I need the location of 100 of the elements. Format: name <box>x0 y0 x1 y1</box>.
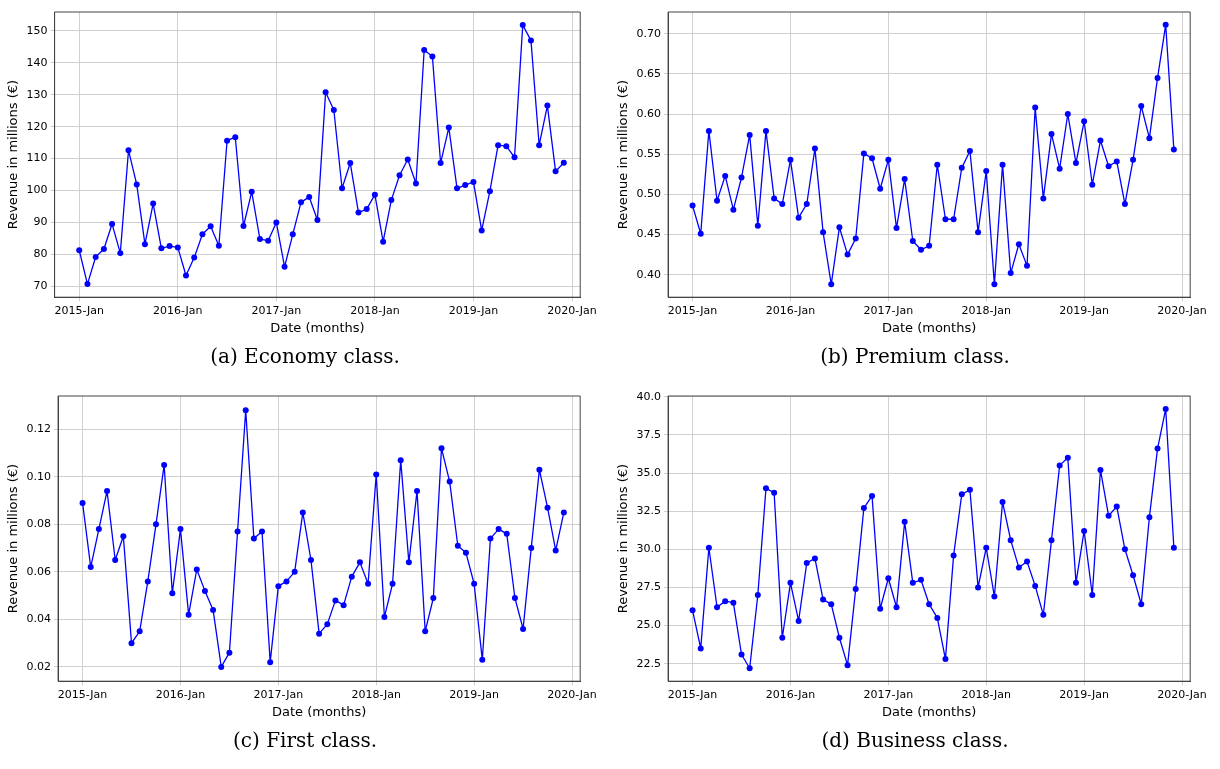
point <box>991 593 998 600</box>
x-tick-label: 2016-Jan <box>765 303 816 317</box>
x-tick-label: 2016-Jan <box>155 687 206 701</box>
x-tick-label: 2018-Jan <box>351 687 402 701</box>
x-tick-label: 2017-Jan <box>863 303 914 317</box>
point <box>397 457 404 464</box>
y-tick-label: 30.0 <box>636 542 662 556</box>
point <box>722 598 729 605</box>
point <box>316 630 323 637</box>
y-tick-label: 0.65 <box>636 66 662 80</box>
point <box>1032 104 1039 111</box>
x-tick-label: 2018-Jan <box>350 303 400 317</box>
point <box>511 154 518 161</box>
y-tick-label: 22.5 <box>636 656 662 670</box>
point <box>84 281 91 288</box>
point <box>754 592 761 599</box>
point <box>893 225 900 232</box>
point <box>730 599 737 606</box>
point <box>487 535 494 542</box>
point <box>174 244 181 251</box>
point <box>348 573 355 580</box>
point <box>267 659 274 666</box>
point <box>860 150 867 157</box>
point <box>762 127 769 134</box>
point <box>1113 503 1120 510</box>
point <box>259 528 266 535</box>
y-tick-label: 37.5 <box>636 427 662 441</box>
point <box>234 528 241 535</box>
point <box>544 504 551 511</box>
point <box>1146 514 1153 521</box>
point <box>844 251 851 258</box>
point <box>430 595 437 602</box>
point <box>454 185 461 192</box>
point <box>92 253 99 260</box>
point <box>942 656 949 663</box>
point <box>1105 163 1112 170</box>
point <box>454 542 461 549</box>
point <box>381 614 388 621</box>
x-tick-label: 2015-Jan <box>667 687 718 701</box>
point <box>240 222 247 229</box>
point <box>1064 111 1071 118</box>
point <box>87 564 94 571</box>
point <box>79 499 86 506</box>
point <box>746 131 753 138</box>
point <box>462 549 469 556</box>
point <box>901 518 908 525</box>
y-tick-label: 80 <box>33 247 48 261</box>
point <box>787 579 794 586</box>
point <box>289 231 296 238</box>
point <box>917 576 924 583</box>
point <box>803 201 810 208</box>
x-axis-title: Date (months) <box>881 703 977 719</box>
point <box>795 214 802 221</box>
point <box>95 526 102 533</box>
point <box>519 22 526 29</box>
point <box>999 499 1006 505</box>
point <box>224 137 231 144</box>
point <box>520 625 527 632</box>
point <box>120 533 127 540</box>
point <box>136 628 143 635</box>
point <box>836 634 843 641</box>
point <box>414 488 421 495</box>
y-tick-label: 0.12 <box>26 422 52 436</box>
point <box>226 649 233 656</box>
point <box>536 466 543 473</box>
point <box>844 662 851 669</box>
point <box>885 156 892 163</box>
point <box>283 578 290 585</box>
point <box>339 185 346 192</box>
point <box>1015 241 1022 248</box>
point <box>396 172 403 179</box>
point <box>1040 195 1047 202</box>
point <box>1089 181 1096 188</box>
point <box>811 145 818 152</box>
point <box>479 656 486 663</box>
point <box>560 509 567 516</box>
point <box>429 53 436 60</box>
y-tick-label: 35.0 <box>636 465 662 479</box>
point <box>365 580 372 587</box>
point <box>1007 537 1014 544</box>
x-tick-label: 2017-Jan <box>251 303 302 317</box>
point <box>242 407 249 414</box>
point <box>926 242 933 249</box>
point <box>324 621 331 628</box>
point <box>1024 262 1031 269</box>
point <box>347 160 354 167</box>
point <box>811 555 818 562</box>
point <box>412 180 419 187</box>
point <box>544 102 551 109</box>
point <box>738 174 745 181</box>
point <box>852 235 859 242</box>
point <box>689 202 696 209</box>
point <box>1040 611 1047 618</box>
point <box>314 216 321 223</box>
point <box>1121 201 1128 208</box>
point <box>1130 572 1137 579</box>
point <box>1081 118 1088 125</box>
point <box>218 663 225 670</box>
y-tick-label: 0.50 <box>636 187 662 201</box>
point <box>511 595 518 602</box>
